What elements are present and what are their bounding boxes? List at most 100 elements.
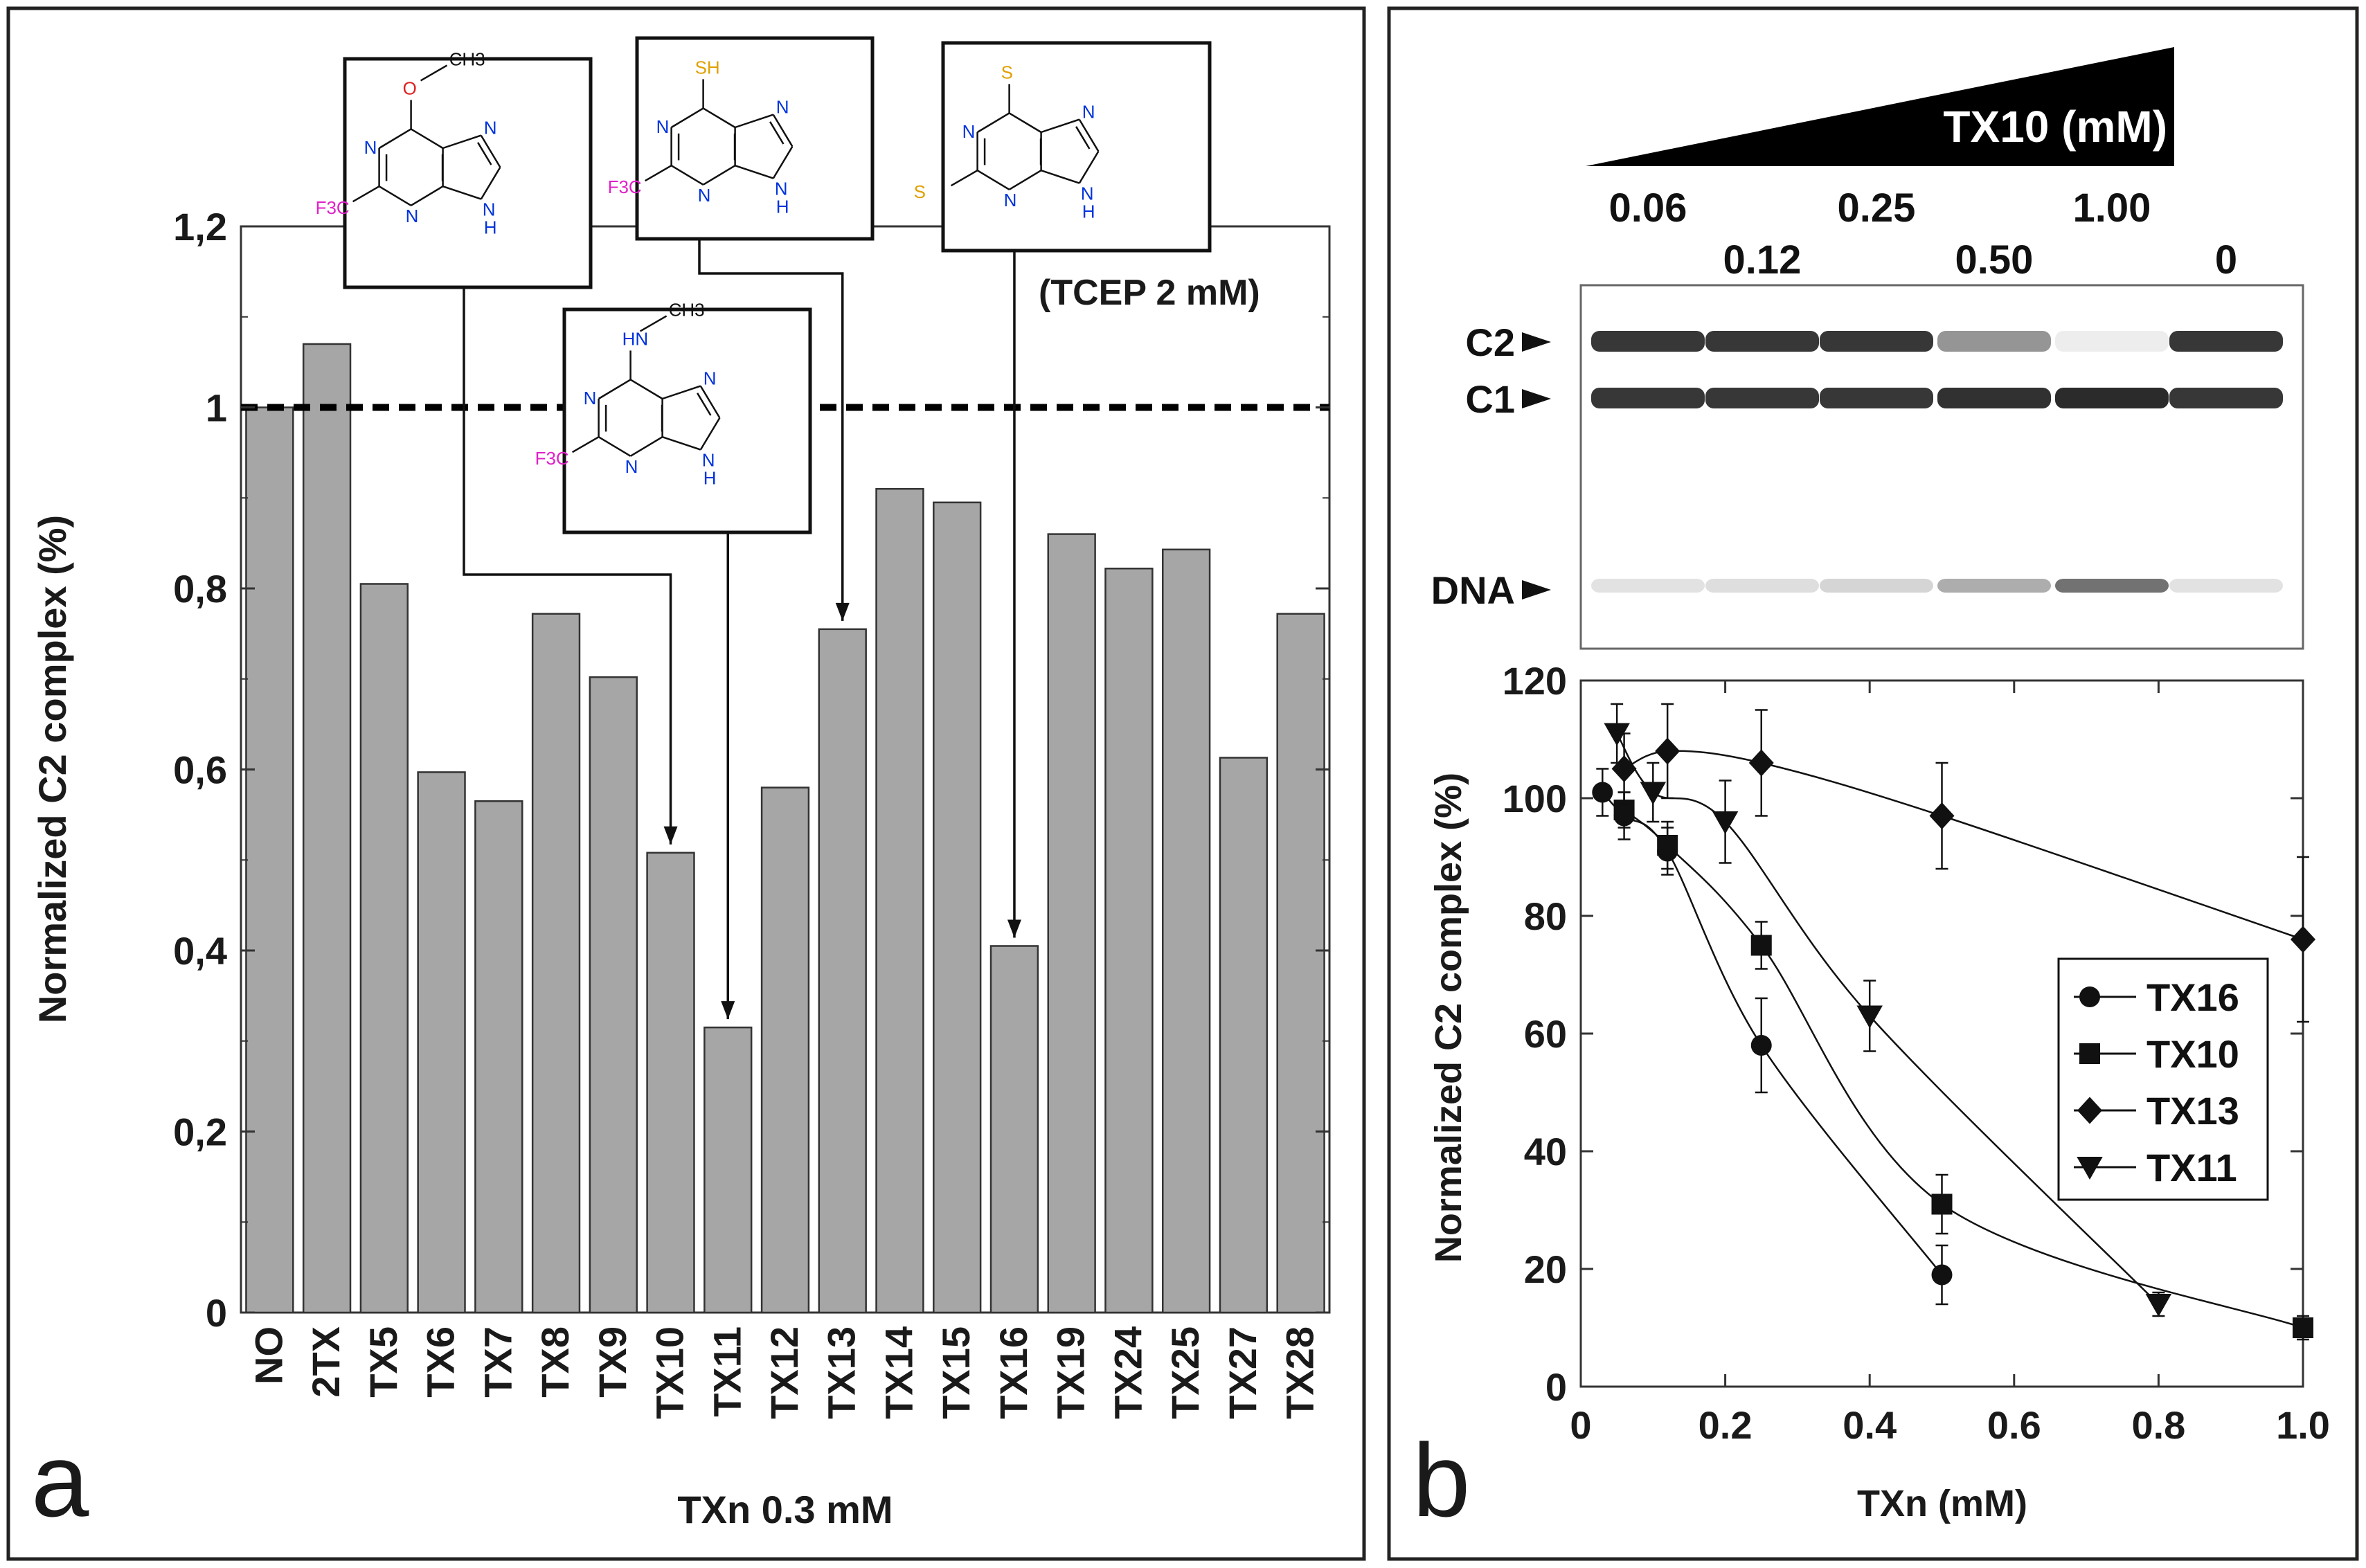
chem-atom-h: H: [776, 197, 789, 217]
chem-methyl: CH3: [669, 299, 705, 320]
chem-atom-n: N: [1004, 190, 1017, 210]
bar-tx15: [933, 501, 982, 1314]
gel-band-c2: [2169, 331, 2283, 352]
x-tick-label-a: TX8: [533, 1326, 577, 1398]
x-tick-label-a: TX19: [1049, 1326, 1093, 1419]
annotation-tcep: (TCEP 2 mM): [1039, 273, 1260, 313]
gel-band-dna: [1705, 579, 1819, 593]
y-tick-label-a: 0,2: [173, 1110, 227, 1154]
bar-tx6: [417, 771, 466, 1314]
x-tick-label-a: 2TX: [304, 1326, 348, 1398]
gel-conc-label-bottom: 0.12: [1723, 237, 1802, 282]
gel-conc-label-top: 0.06: [1609, 186, 1687, 231]
data-point-circle: [1931, 1264, 1953, 1286]
legend-item-tx10: TX10: [2074, 1032, 2239, 1076]
panel-label-b: b: [1413, 1422, 1470, 1538]
data-point-diamond: [1929, 802, 1955, 829]
legend-label: TX16: [2147, 975, 2239, 1019]
x-tick-label-b: 0: [1570, 1403, 1591, 1447]
arrow-head: [663, 826, 678, 845]
y-tick-label-a: 1: [206, 386, 227, 430]
data-point-square: [2079, 1043, 2100, 1064]
gel-conc-label-top: 0.25: [1838, 186, 1916, 231]
chem-atom-n: N: [703, 368, 717, 389]
chem-substituent: O: [403, 78, 417, 98]
gel-band-c1: [1937, 388, 2051, 408]
data-point-circle: [1592, 782, 1613, 803]
gel-band-c2: [1937, 331, 2051, 352]
x-tick-label-a: TX14: [877, 1326, 920, 1419]
chem-bond: [1078, 150, 1100, 184]
arrow-line: [726, 531, 730, 1020]
chem-atom-n: N: [406, 206, 419, 226]
chem-bond: [662, 436, 701, 451]
bar-tx11: [703, 1026, 753, 1314]
data-point-diamond: [1748, 749, 1774, 777]
band-pointer-icon: [1522, 580, 1551, 600]
chem-bond: [571, 436, 600, 453]
chem-bond: [772, 145, 794, 179]
legend-label: TX13: [2147, 1089, 2239, 1133]
bar-tx7: [474, 800, 523, 1314]
x-tick-label-b: 0.4: [1843, 1403, 1897, 1447]
bar-tx16: [989, 945, 1039, 1314]
y-tick-label-b: 100: [1503, 777, 1567, 820]
chem-bond: [772, 114, 794, 147]
chem-double-bond: [769, 121, 785, 145]
x-tick-label-a: TX28: [1278, 1326, 1322, 1419]
chem-atom-h: H: [484, 217, 497, 238]
gel-band-c1: [1705, 388, 1819, 408]
chem-bond: [442, 186, 482, 200]
x-tick-label-a: TX24: [1106, 1326, 1149, 1419]
chem-bond: [1008, 170, 1042, 190]
chem-bond: [699, 417, 721, 451]
data-point-triangle-down: [1712, 811, 1739, 834]
chem-bond: [598, 379, 631, 400]
gradient-wedge: [1586, 47, 2174, 166]
gel-band-dna: [1820, 579, 1933, 593]
gel-conc-label-bottom: 0.50: [1955, 237, 2034, 282]
gel-band-c1: [1591, 388, 1705, 408]
chem-methyl: CH3: [449, 48, 485, 69]
gel-band-c1: [2055, 388, 2169, 408]
bar-tx27: [1219, 757, 1269, 1314]
gel-band-dna: [2169, 579, 2283, 593]
chem-bond: [699, 385, 721, 419]
bar-tx24: [1104, 567, 1154, 1314]
chem-substituent: HN: [622, 328, 649, 349]
x-tick-label-b: 0.6: [1987, 1403, 2041, 1447]
bar-chart: 00,20,40,60,811,2 NO 2TX TX5 TX6 TX7 TX8 TX9 TX…: [30, 36, 1331, 1538]
data-point-square: [1750, 935, 1772, 956]
gel-band-c1: [2169, 388, 2283, 408]
x-axis-label-b: TXn (mM): [1857, 1483, 2027, 1524]
bar-tx8: [531, 613, 581, 1314]
x-tick-label-a: TX10: [648, 1326, 692, 1419]
legend-item-tx16: TX16: [2074, 975, 2239, 1019]
gel-band-c1: [1820, 388, 1933, 408]
chem-bond: [629, 379, 663, 400]
y-tick-label-a: 0,4: [173, 929, 227, 973]
chem-atom-n: N: [364, 137, 377, 158]
chem-double-bond: [1075, 126, 1091, 150]
x-tick-label-a: TX16: [992, 1326, 1035, 1419]
chem-bond: [410, 128, 444, 150]
chem-bond: [378, 128, 412, 150]
y-tick-label-b: 0: [1545, 1365, 1567, 1409]
bar-tx12: [760, 786, 810, 1314]
chem-atom-n: N: [1081, 183, 1094, 204]
gel-band-c2: [1705, 331, 1819, 352]
series-tx11: [1604, 703, 2172, 1317]
y-axis-label-a: Normalized C2 complex (%): [30, 515, 74, 1023]
bar-tx28: [1276, 613, 1325, 1314]
data-point-diamond: [1655, 737, 1681, 765]
x-tick-label-a: TX12: [762, 1326, 806, 1419]
gel-band-c2: [1820, 331, 1933, 352]
bar-tx5: [359, 583, 409, 1314]
chem-atom-h: H: [1082, 201, 1095, 222]
chem-bond: [480, 166, 501, 200]
arrow-head: [835, 602, 850, 621]
gel-band-dna: [2055, 579, 2169, 593]
